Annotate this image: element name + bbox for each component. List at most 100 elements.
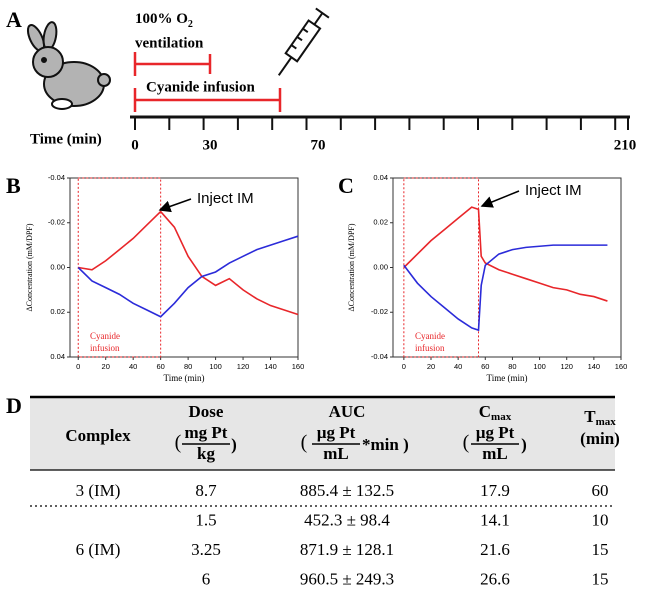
x-tick-label: 100 [209, 362, 222, 371]
timeline-tick-label: 210 [614, 137, 637, 153]
cell-complex: 6 (IM) [76, 540, 121, 559]
annotation: Inject IM [197, 190, 254, 207]
timeline-brackets [133, 52, 282, 112]
y-tick-label: 0.02 [50, 307, 65, 316]
x-tick-label: 60 [156, 362, 164, 371]
o2-label: 100% O2 [135, 11, 193, 30]
panel-label: C [338, 173, 354, 198]
cell: 17.9 [480, 481, 510, 500]
o2-main: 100% O [135, 11, 188, 27]
timeline-tick-label: 30 [203, 137, 218, 153]
infusion-text: Cyanide [415, 331, 445, 341]
cell: 3.25 [191, 540, 221, 559]
header-paren: ) [521, 435, 527, 454]
timeline-tick-label: 0 [131, 137, 139, 153]
header-num: µg Pt [476, 423, 515, 442]
header-cmax: Cmax [479, 402, 512, 423]
x-tick-label: 0 [76, 362, 80, 371]
header-paren: *min ) [362, 435, 409, 454]
cell: 885.4 ± 132.5 [300, 481, 394, 500]
cell: 960.5 ± 249.3 [300, 569, 394, 588]
panel-label: B [6, 173, 21, 198]
x-tick-label: 160 [292, 362, 305, 371]
header-cmax-sub: max [491, 411, 512, 423]
timeline-axis-label: Time (min) [30, 131, 102, 147]
header-den: kg [197, 444, 215, 463]
annotation-arrow [158, 198, 192, 213]
infusion-box [403, 177, 480, 358]
header-paren: ( [463, 432, 470, 454]
x-tick-label: 160 [615, 362, 628, 371]
y-tick-label: -0.04 [371, 352, 388, 361]
x-tick-label: 20 [102, 362, 110, 371]
header-dose: Dose [189, 402, 224, 421]
y-tick-label: 0.00 [50, 262, 65, 271]
y-tick-label: 0.00 [373, 262, 388, 271]
panel-label: A [6, 7, 22, 32]
x-tick-label: 60 [481, 362, 489, 371]
infusion-text: infusion [415, 343, 445, 353]
x-tick-label: 120 [560, 362, 573, 371]
cell: 452.3 ± 98.4 [304, 510, 390, 529]
x-tick-label: 80 [184, 362, 192, 371]
cell: 6 [202, 569, 211, 588]
cell: 60 [592, 481, 609, 500]
o2-sub: 2 [188, 19, 193, 30]
header-tmax-main: T [584, 407, 596, 426]
y-tick-label: -0.04 [48, 173, 65, 182]
x-tick-label: 40 [454, 362, 462, 371]
header-paren: ( [301, 432, 308, 454]
y-axis-label: ΔConcentration (mM/DPF) [347, 223, 356, 311]
cell: 26.6 [480, 569, 510, 588]
x-axis-label: Time (min) [164, 373, 205, 383]
cell: 15 [592, 569, 609, 588]
header-tmax: Tmax [584, 407, 616, 428]
cell: 21.6 [480, 540, 510, 559]
x-tick-label: 120 [237, 362, 250, 371]
x-tick-label: 0 [402, 362, 406, 371]
cell: 10 [592, 510, 609, 529]
infusion-text: Cyanide [90, 331, 120, 341]
timeline-ticks [134, 117, 629, 130]
cell-complex: 3 (IM) [76, 481, 121, 500]
annotation-arrow [480, 190, 520, 208]
x-tick-label: 100 [533, 362, 546, 371]
rabbit-icon [26, 21, 111, 110]
data-line [78, 210, 299, 316]
y-tick-label: 0.04 [50, 352, 65, 361]
header-num: µg Pt [317, 423, 356, 442]
y-tick-label: 0.02 [373, 218, 388, 227]
cell: 1.5 [195, 510, 216, 529]
cell: 871.9 ± 128.1 [300, 540, 394, 559]
header-cmax-main: C [479, 402, 491, 421]
table-header-bg [30, 397, 615, 470]
infusion-label: Cyanide infusion [146, 79, 255, 95]
y-axis-label: ΔConcentration (mM/DPF) [25, 223, 34, 311]
y-tick-label: -0.02 [371, 307, 388, 316]
x-tick-label: 80 [508, 362, 516, 371]
annotation: Inject IM [525, 182, 582, 199]
y-tick-label: -0.02 [48, 218, 65, 227]
x-tick-label: 140 [588, 362, 601, 371]
infusion-text: infusion [90, 343, 120, 353]
timeline-tick-label: 70 [311, 137, 326, 153]
header-paren: ) [231, 435, 237, 454]
x-tick-label: 40 [129, 362, 137, 371]
header-auc: AUC [329, 402, 366, 421]
header-tmax-sub: max [596, 416, 617, 428]
x-tick-label: 20 [427, 362, 435, 371]
cell: 15 [592, 540, 609, 559]
header-num: mg Pt [185, 423, 228, 442]
panel-label: D [6, 393, 22, 418]
cell: 8.7 [195, 481, 217, 500]
data-line [77, 235, 299, 318]
data-line [403, 244, 608, 332]
x-tick-label: 140 [264, 362, 277, 371]
x-axis-label: Time (min) [487, 373, 528, 383]
syringe-icon [277, 7, 330, 76]
header-paren: ( [175, 432, 182, 454]
header-tmax-unit: (min) [580, 429, 620, 448]
o2-label-line2: ventilation [135, 35, 204, 51]
y-tick-label: 0.04 [373, 173, 388, 182]
